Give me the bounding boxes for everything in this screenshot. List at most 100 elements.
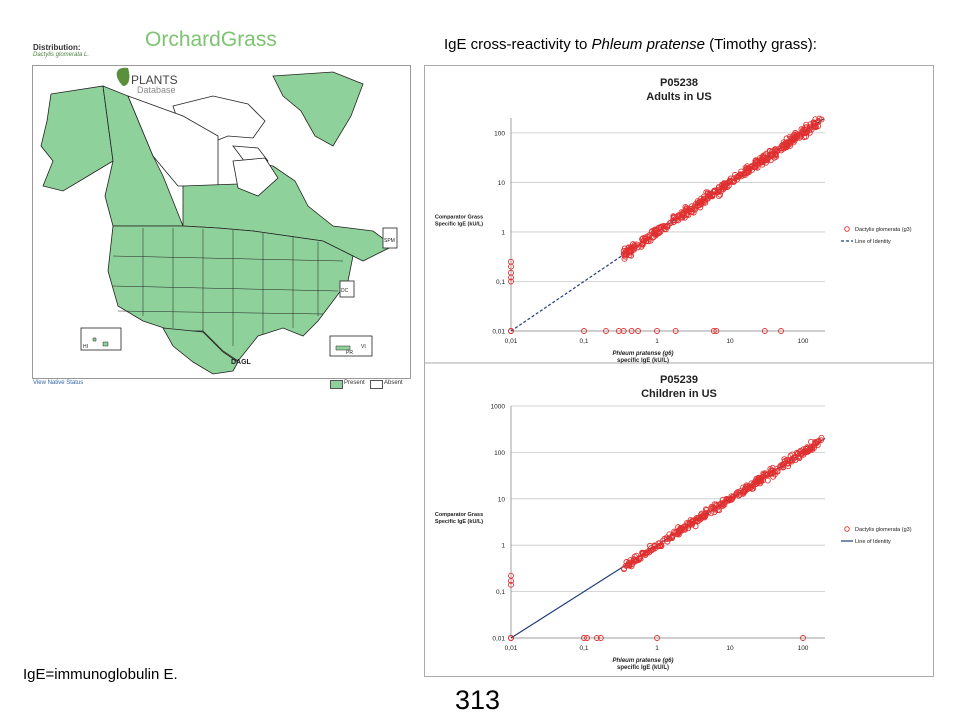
data-point <box>688 203 695 210</box>
data-point <box>801 134 808 141</box>
data-point <box>717 191 724 198</box>
data-point <box>788 138 795 145</box>
x-tick-label: 100 <box>798 338 809 345</box>
y-tick-label: 0,1 <box>496 279 505 286</box>
data-point <box>628 328 635 334</box>
data-point <box>761 328 768 334</box>
data-point <box>711 505 718 512</box>
data-point <box>812 438 819 445</box>
data-point <box>764 477 771 484</box>
legend-present-label: Present <box>344 380 365 386</box>
x-axis-unit: specific IgE (kU/L) <box>617 358 669 364</box>
legend-label: Dactylis glomerata (g3) <box>855 527 912 533</box>
data-point <box>784 456 791 463</box>
chart-subtitle: Children in US <box>641 388 717 400</box>
data-point <box>747 164 754 171</box>
data-point <box>818 116 825 123</box>
data-point <box>741 487 748 494</box>
chart-subtitle: Adults in US <box>646 91 711 103</box>
data-point <box>622 253 629 260</box>
data-point <box>783 144 790 151</box>
data-point <box>743 170 750 177</box>
data-point <box>680 525 687 532</box>
map-code-vi: VI <box>361 344 366 350</box>
view-native-status-link[interactable]: View Native Status <box>33 380 84 386</box>
data-point <box>815 437 822 444</box>
data-point <box>800 635 806 641</box>
data-point <box>811 442 818 449</box>
y-tick-label: 0,01 <box>492 329 505 336</box>
x-axis-unit: specific IgE (kU/L) <box>617 665 669 671</box>
data-point <box>768 467 775 474</box>
x-tick-label: 1 <box>655 645 659 652</box>
distribution-label: Distribution: <box>33 43 81 52</box>
data-point <box>721 182 728 189</box>
y-axis-label: Comparator Grass <box>435 512 483 518</box>
legend-label: Dactylis glomerata (g3) <box>855 227 912 233</box>
data-point <box>769 464 776 471</box>
data-point <box>635 328 642 334</box>
data-point <box>597 635 604 641</box>
x-tick-label: 0,1 <box>579 338 588 345</box>
data-point <box>812 124 819 131</box>
map-code-dc: DC <box>341 288 349 294</box>
data-point <box>720 186 727 193</box>
data-point <box>635 557 642 564</box>
data-point <box>778 328 784 334</box>
data-point <box>696 202 703 209</box>
data-point <box>639 241 646 248</box>
data-point <box>686 519 693 526</box>
data-point <box>648 229 655 236</box>
data-point <box>796 454 803 460</box>
data-point <box>623 247 630 254</box>
y-tick-label: 1 <box>501 229 505 236</box>
x-tick-label: 100 <box>798 645 809 652</box>
y-tick-label: 0,01 <box>492 636 505 643</box>
data-point <box>734 174 741 180</box>
data-point <box>757 158 764 165</box>
data-point <box>620 247 627 254</box>
data-point <box>711 509 718 516</box>
data-point <box>716 501 723 508</box>
data-point <box>721 180 728 187</box>
data-point <box>758 475 764 482</box>
legend-label: Line of Identity <box>855 239 891 245</box>
data-point <box>711 188 718 195</box>
data-point <box>729 494 736 501</box>
legend-marker <box>844 226 850 232</box>
legend-marker <box>844 526 850 532</box>
usa-region <box>107 225 354 362</box>
data-point <box>634 244 641 251</box>
y-axis-label: Comparator Grass <box>435 215 483 221</box>
data-point <box>734 176 740 183</box>
data-point <box>671 218 678 225</box>
data-point <box>752 161 759 168</box>
data-point <box>702 513 709 520</box>
data-point <box>759 153 766 160</box>
data-point <box>710 328 717 334</box>
data-point <box>799 129 806 136</box>
data-point <box>770 151 777 158</box>
x-tick-label: 0,1 <box>579 645 588 652</box>
data-point <box>672 328 679 334</box>
mexico-region <box>162 327 239 375</box>
x-tick-label: 10 <box>726 645 734 652</box>
hawaii-inset <box>80 327 122 351</box>
data-point <box>728 493 735 500</box>
hudson-bay <box>232 157 279 197</box>
legend-absent-swatch <box>370 380 383 389</box>
data-point <box>727 175 734 182</box>
data-point <box>774 147 781 154</box>
data-point <box>508 581 514 588</box>
data-point <box>630 241 636 248</box>
x-tick-label: 1 <box>655 338 659 345</box>
data-point <box>704 190 711 197</box>
data-point <box>695 515 702 521</box>
data-point <box>727 178 733 185</box>
data-point <box>581 328 587 334</box>
x-tick-label: 10 <box>726 338 734 345</box>
map-code-pr: PR <box>346 350 353 356</box>
page-number: 313 <box>455 685 501 715</box>
x-tick-label: 0,01 <box>505 645 518 652</box>
data-point <box>780 464 787 471</box>
